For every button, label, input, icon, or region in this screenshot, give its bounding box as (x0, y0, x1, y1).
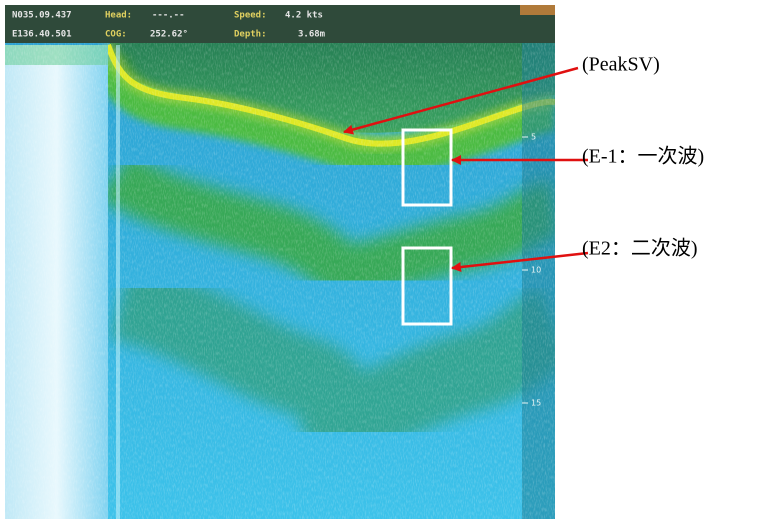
depth-label: Depth: (234, 30, 267, 40)
head-value: ---.-- (152, 11, 185, 21)
annotation-peaksv: (PeakSV) (582, 54, 660, 76)
annotation-e2: (E2：二次波) (582, 237, 698, 260)
depth-tick-label: 15 (531, 399, 541, 408)
echogram (5, 5, 555, 519)
page: N035.09.437 Head: ---.-- Speed: 4.2 kts … (0, 0, 760, 519)
depth-value: 3.68m (298, 30, 326, 40)
cog-label: COG: (105, 30, 127, 40)
depth-tick-label: 5 (531, 133, 536, 142)
annotation-e1: (E-1：一次波) (582, 145, 704, 168)
speed-label: Speed: (234, 11, 267, 21)
longitude: E136.40.501 (12, 30, 72, 40)
speed-value: 4.2 kts (285, 11, 323, 21)
head-label: Head: (105, 11, 132, 21)
latitude: N035.09.437 (12, 11, 72, 21)
echogram-figure: N035.09.437 Head: ---.-- Speed: 4.2 kts … (0, 0, 760, 519)
cog-value: 252.62° (150, 30, 188, 40)
depth-tick-label: 10 (531, 266, 541, 275)
